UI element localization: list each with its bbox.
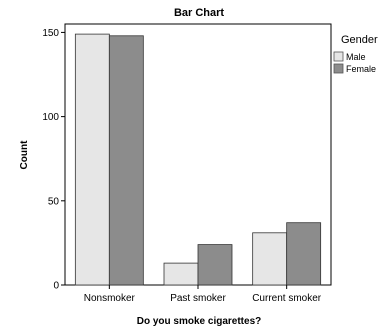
bars bbox=[74, 33, 322, 286]
x-tick-label: Nonsmoker bbox=[84, 293, 136, 304]
legend-swatch-female bbox=[333, 63, 344, 74]
y-tick-label: 150 bbox=[42, 28, 59, 39]
x-axis-title: Do you smoke cigarettes? bbox=[137, 316, 261, 327]
bar-male-past-smoker bbox=[163, 262, 199, 286]
legend-swatch-male bbox=[333, 51, 344, 62]
y-axis-title: Count bbox=[19, 140, 30, 170]
bar-male-nonsmoker bbox=[74, 33, 110, 286]
legend: Gender Male Female bbox=[333, 34, 378, 74]
bar-female-nonsmoker bbox=[108, 35, 144, 286]
chart-title: Bar Chart bbox=[174, 7, 224, 19]
x-axis-categories: Nonsmoker Past smoker Current smoker bbox=[84, 285, 322, 304]
y-tick-label: 50 bbox=[48, 196, 60, 207]
y-axis-ticks: 0 50 100 150 bbox=[42, 28, 65, 292]
legend-title: Gender bbox=[341, 34, 378, 46]
x-tick-label: Past smoker bbox=[170, 293, 226, 304]
bar-female-current-smoker bbox=[286, 222, 322, 286]
y-tick-label: 0 bbox=[53, 281, 59, 292]
bar-female-past-smoker bbox=[197, 244, 233, 286]
bar-male-current-smoker bbox=[252, 232, 288, 286]
legend-label-male: Male bbox=[346, 52, 366, 62]
x-tick-label: Current smoker bbox=[252, 293, 322, 304]
legend-label-female: Female bbox=[346, 64, 376, 74]
y-tick-label: 100 bbox=[42, 112, 59, 123]
